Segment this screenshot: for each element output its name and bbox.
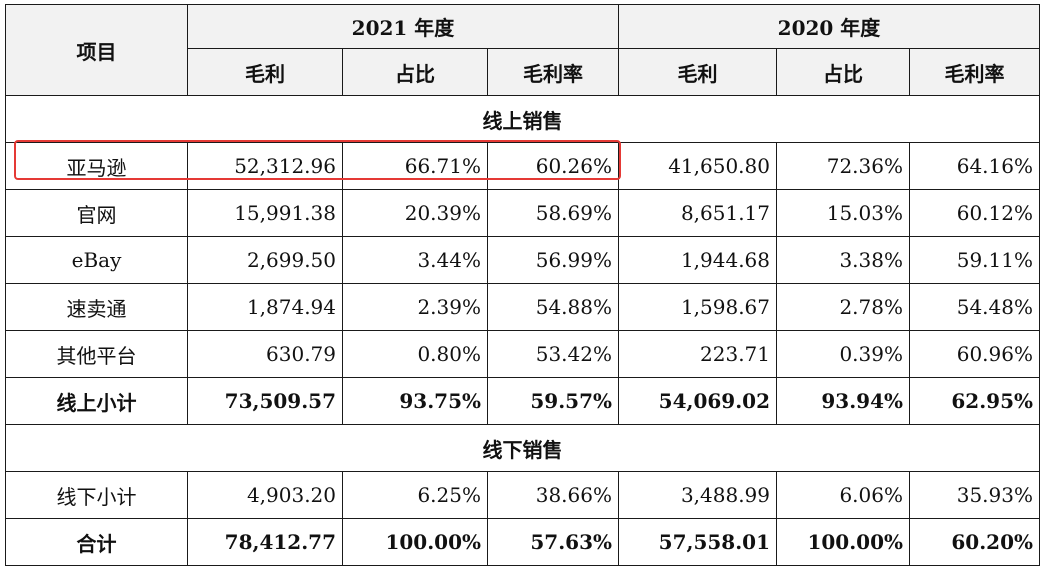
header-gross-profit-2020: 毛利: [618, 48, 777, 96]
cell-gross-profit-2021: 4,903.20: [187, 471, 343, 519]
section-offline-sales: 线下销售: [5, 424, 1040, 472]
header-row-years: 项目 2021 年度 2020 年度: [5, 4, 1040, 96]
header-share-2020: 占比: [776, 48, 910, 96]
cell-margin-2020: 54.48%: [909, 283, 1040, 331]
cell-margin-2021: 57.63%: [487, 518, 619, 566]
cell-share-2021: 100.00%: [342, 518, 488, 566]
row-label: eBay: [5, 236, 188, 284]
cell-share-2021: 93.75%: [342, 377, 488, 425]
cell-gross-profit-2021: 1,874.94: [187, 283, 343, 331]
header-year-2021: 2021 年度: [187, 4, 619, 49]
cell-margin-2021: 60.26%: [487, 142, 619, 190]
cell-gross-profit-2021: 52,312.96: [187, 142, 343, 190]
cell-gross-profit-2020: 1,598.67: [618, 283, 777, 331]
cell-margin-2020: 35.93%: [909, 471, 1040, 519]
section-title: 线下销售: [5, 424, 1040, 472]
cell-share-2020: 100.00%: [776, 518, 910, 566]
row-label: 速卖通: [5, 283, 188, 331]
section-title: 线上销售: [5, 95, 1040, 143]
header-margin-2020: 毛利率: [909, 48, 1040, 96]
row-label: 亚马逊: [5, 142, 188, 190]
cell-share-2021: 20.39%: [342, 189, 488, 237]
cell-margin-2021: 54.88%: [487, 283, 619, 331]
table-row: 官网 15,991.38 20.39% 58.69% 8,651.17 15.0…: [5, 189, 1040, 237]
table-row: 亚马逊 52,312.96 66.71% 60.26% 41,650.80 72…: [5, 142, 1040, 190]
cell-gross-profit-2021: 73,509.57: [187, 377, 343, 425]
cell-share-2020: 0.39%: [776, 330, 910, 378]
total-row: 合计 78,412.77 100.00% 57.63% 57,558.01 10…: [5, 518, 1040, 566]
cell-margin-2020: 64.16%: [909, 142, 1040, 190]
section-online-sales: 线上销售: [5, 95, 1040, 143]
offline-subtotal-row: 线下小计 4,903.20 6.25% 38.66% 3,488.99 6.06…: [5, 471, 1040, 519]
cell-margin-2021: 59.57%: [487, 377, 619, 425]
cell-margin-2020: 62.95%: [909, 377, 1040, 425]
cell-margin-2021: 38.66%: [487, 471, 619, 519]
cell-gross-profit-2020: 41,650.80: [618, 142, 777, 190]
cell-share-2020: 3.38%: [776, 236, 910, 284]
cell-share-2021: 66.71%: [342, 142, 488, 190]
cell-share-2020: 72.36%: [776, 142, 910, 190]
cell-share-2020: 2.78%: [776, 283, 910, 331]
header-share-2021: 占比: [342, 48, 488, 96]
cell-gross-profit-2020: 57,558.01: [618, 518, 777, 566]
header-gross-profit-2021: 毛利: [187, 48, 343, 96]
header-margin-2021: 毛利率: [487, 48, 619, 96]
row-label: 线上小计: [5, 377, 188, 425]
cell-share-2021: 0.80%: [342, 330, 488, 378]
gross-profit-table: 项目 2021 年度 2020 年度 毛利 占比 毛利率 毛利 占比 毛利率 线…: [5, 4, 1040, 566]
cell-gross-profit-2021: 78,412.77: [187, 518, 343, 566]
cell-margin-2020: 60.20%: [909, 518, 1040, 566]
cell-margin-2020: 60.12%: [909, 189, 1040, 237]
row-label: 线下小计: [5, 471, 188, 519]
cell-share-2021: 3.44%: [342, 236, 488, 284]
online-subtotal-row: 线上小计 73,509.57 93.75% 59.57% 54,069.02 9…: [5, 377, 1040, 425]
cell-share-2021: 2.39%: [342, 283, 488, 331]
cell-gross-profit-2020: 223.71: [618, 330, 777, 378]
cell-gross-profit-2021: 630.79: [187, 330, 343, 378]
cell-share-2021: 6.25%: [342, 471, 488, 519]
cell-share-2020: 15.03%: [776, 189, 910, 237]
row-label: 其他平台: [5, 330, 188, 378]
cell-gross-profit-2020: 54,069.02: [618, 377, 777, 425]
table-row: 其他平台 630.79 0.80% 53.42% 223.71 0.39% 60…: [5, 330, 1040, 378]
cell-gross-profit-2021: 15,991.38: [187, 189, 343, 237]
row-label: 官网: [5, 189, 188, 237]
row-label: 合计: [5, 518, 188, 566]
header-row-metrics: 毛利 占比 毛利率 毛利 占比 毛利率: [6, 48, 1040, 96]
table-row: eBay 2,699.50 3.44% 56.99% 1,944.68 3.38…: [5, 236, 1040, 284]
cell-margin-2021: 56.99%: [487, 236, 619, 284]
header-year-2020: 2020 年度: [618, 4, 1040, 49]
header-item: 项目: [5, 4, 188, 96]
cell-share-2020: 6.06%: [776, 471, 910, 519]
cell-margin-2021: 53.42%: [487, 330, 619, 378]
cell-gross-profit-2020: 1,944.68: [618, 236, 777, 284]
cell-margin-2020: 59.11%: [909, 236, 1040, 284]
cell-gross-profit-2020: 3,488.99: [618, 471, 777, 519]
cell-margin-2020: 60.96%: [909, 330, 1040, 378]
cell-gross-profit-2021: 2,699.50: [187, 236, 343, 284]
cell-share-2020: 93.94%: [776, 377, 910, 425]
cell-gross-profit-2020: 8,651.17: [618, 189, 777, 237]
table-row: 速卖通 1,874.94 2.39% 54.88% 1,598.67 2.78%…: [5, 283, 1040, 331]
cell-margin-2021: 58.69%: [487, 189, 619, 237]
